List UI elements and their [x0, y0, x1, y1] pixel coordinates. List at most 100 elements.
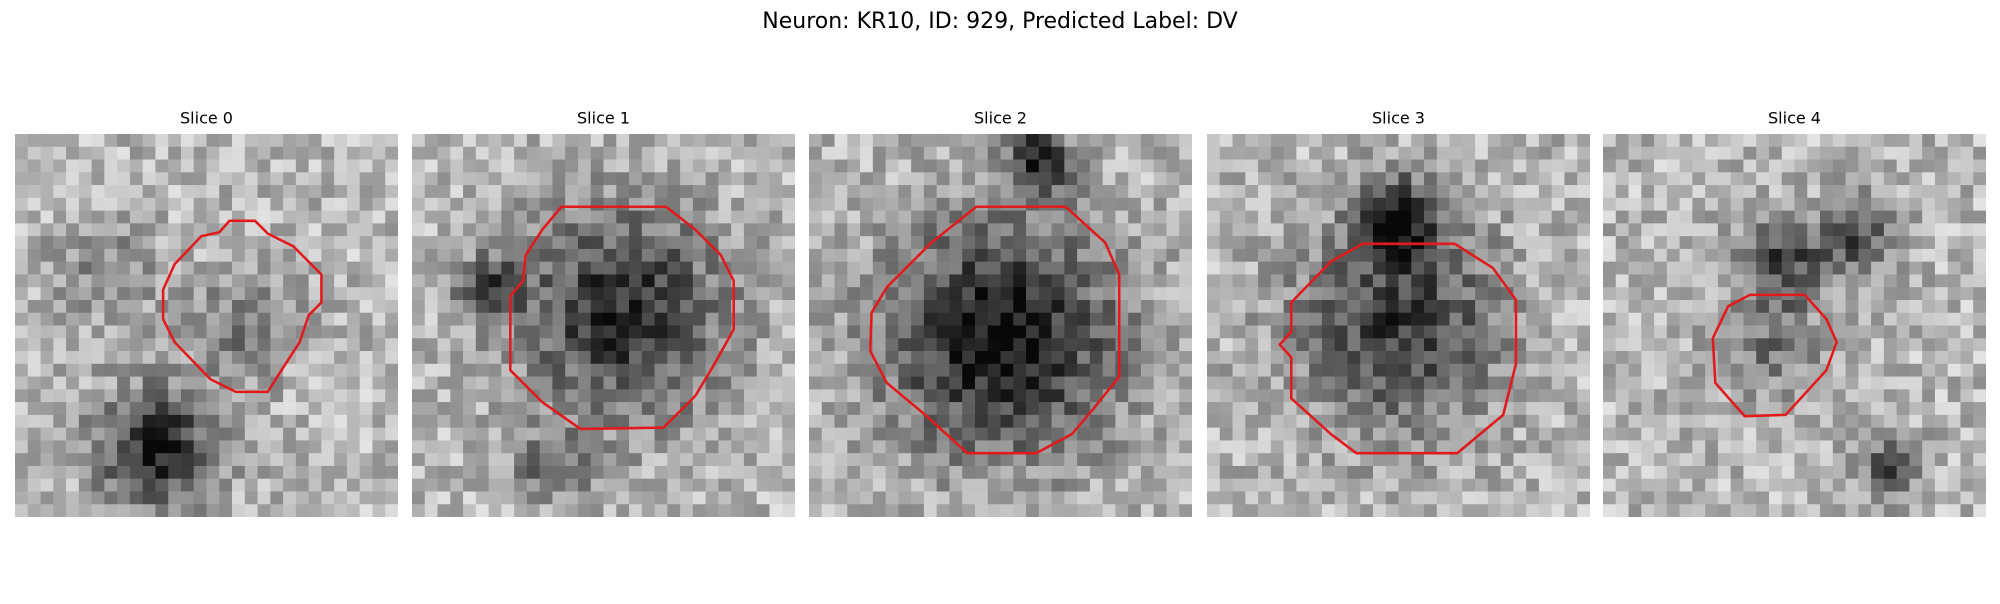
pixel [1641, 159, 1655, 173]
pixel [1896, 134, 1910, 148]
pixel [1424, 491, 1438, 505]
pixel [860, 223, 874, 237]
pixel [1858, 274, 1872, 288]
pixel [66, 261, 80, 275]
pixel [232, 312, 246, 326]
pixel [1615, 440, 1629, 454]
pixel [692, 453, 707, 467]
pixel [232, 465, 246, 480]
pixel [155, 159, 169, 173]
pixel [117, 504, 131, 517]
pixel [27, 376, 41, 390]
pixel [1347, 465, 1361, 480]
pixel [1947, 274, 1961, 288]
pixel [1462, 185, 1476, 199]
pixel [1577, 223, 1590, 237]
pixel [206, 248, 220, 263]
pixel [501, 440, 515, 454]
pixel [53, 146, 67, 160]
pixel [911, 440, 925, 454]
pixel [334, 440, 348, 454]
pixel [885, 248, 899, 263]
pixel [1794, 465, 1808, 480]
pixel [424, 465, 438, 480]
pixel [1641, 325, 1655, 339]
pixel [1603, 376, 1617, 390]
pixel [40, 427, 54, 441]
pixel [962, 351, 976, 365]
pixel [1140, 236, 1155, 250]
pixel [809, 351, 823, 365]
pixel [756, 440, 770, 454]
pixel [1807, 389, 1821, 403]
pixel [1513, 389, 1527, 403]
pixel [514, 325, 528, 339]
pixel [1153, 172, 1167, 186]
pixel [1128, 146, 1142, 160]
pixel [27, 440, 41, 454]
pixel [1309, 210, 1323, 224]
pixel [1296, 325, 1310, 339]
pixel [616, 236, 630, 250]
pixel [1309, 427, 1323, 441]
pixel [885, 338, 899, 352]
pixel [1475, 223, 1489, 237]
pixel [821, 402, 835, 416]
pixel [987, 338, 1001, 352]
pixel [1270, 478, 1284, 492]
pixel [949, 146, 963, 160]
pixel [1577, 236, 1590, 250]
pixel [1615, 185, 1629, 199]
pixel [526, 223, 541, 237]
pixel [1411, 402, 1425, 416]
pixel [1947, 223, 1961, 237]
pixel [962, 299, 976, 314]
pixel [1679, 261, 1693, 275]
pixel [15, 172, 29, 186]
pixel [1883, 197, 1898, 211]
pixel [1858, 185, 1872, 199]
pixel [1347, 402, 1361, 416]
pixel [1089, 299, 1104, 314]
pixel [1947, 159, 1961, 173]
pixel [1487, 134, 1502, 148]
pixel [1603, 287, 1617, 301]
pixel [1500, 210, 1514, 224]
pixel [885, 325, 899, 339]
pixel [270, 248, 284, 263]
pixel [718, 504, 732, 517]
pixel [385, 465, 398, 480]
pixel [769, 351, 783, 365]
pixel [104, 453, 118, 467]
pixel [308, 299, 322, 314]
pixel [590, 465, 604, 480]
pixel [1538, 236, 1553, 250]
pixel [1947, 261, 1961, 275]
pixel [809, 134, 823, 148]
pixel [1692, 363, 1706, 377]
pixel [1820, 427, 1834, 441]
pixel [1436, 261, 1450, 275]
pixel [1666, 351, 1680, 365]
pixel [53, 376, 67, 390]
pixel [346, 504, 361, 517]
pixel [1551, 478, 1565, 492]
pixel [1845, 465, 1859, 480]
pixel [936, 236, 950, 250]
pixel [629, 325, 643, 339]
pixel [15, 299, 29, 314]
pixel [949, 236, 963, 250]
pixel [437, 134, 451, 148]
pixel [1883, 299, 1898, 314]
pixel [1475, 197, 1489, 211]
pixel [577, 427, 592, 441]
pixel [1871, 159, 1885, 173]
pixel [1820, 440, 1834, 454]
pixel [962, 338, 976, 352]
pixel [834, 414, 848, 429]
pixel [1960, 185, 1974, 199]
pixel [463, 491, 477, 505]
pixel [372, 376, 386, 390]
pixel [91, 185, 105, 199]
pixel [590, 159, 604, 173]
